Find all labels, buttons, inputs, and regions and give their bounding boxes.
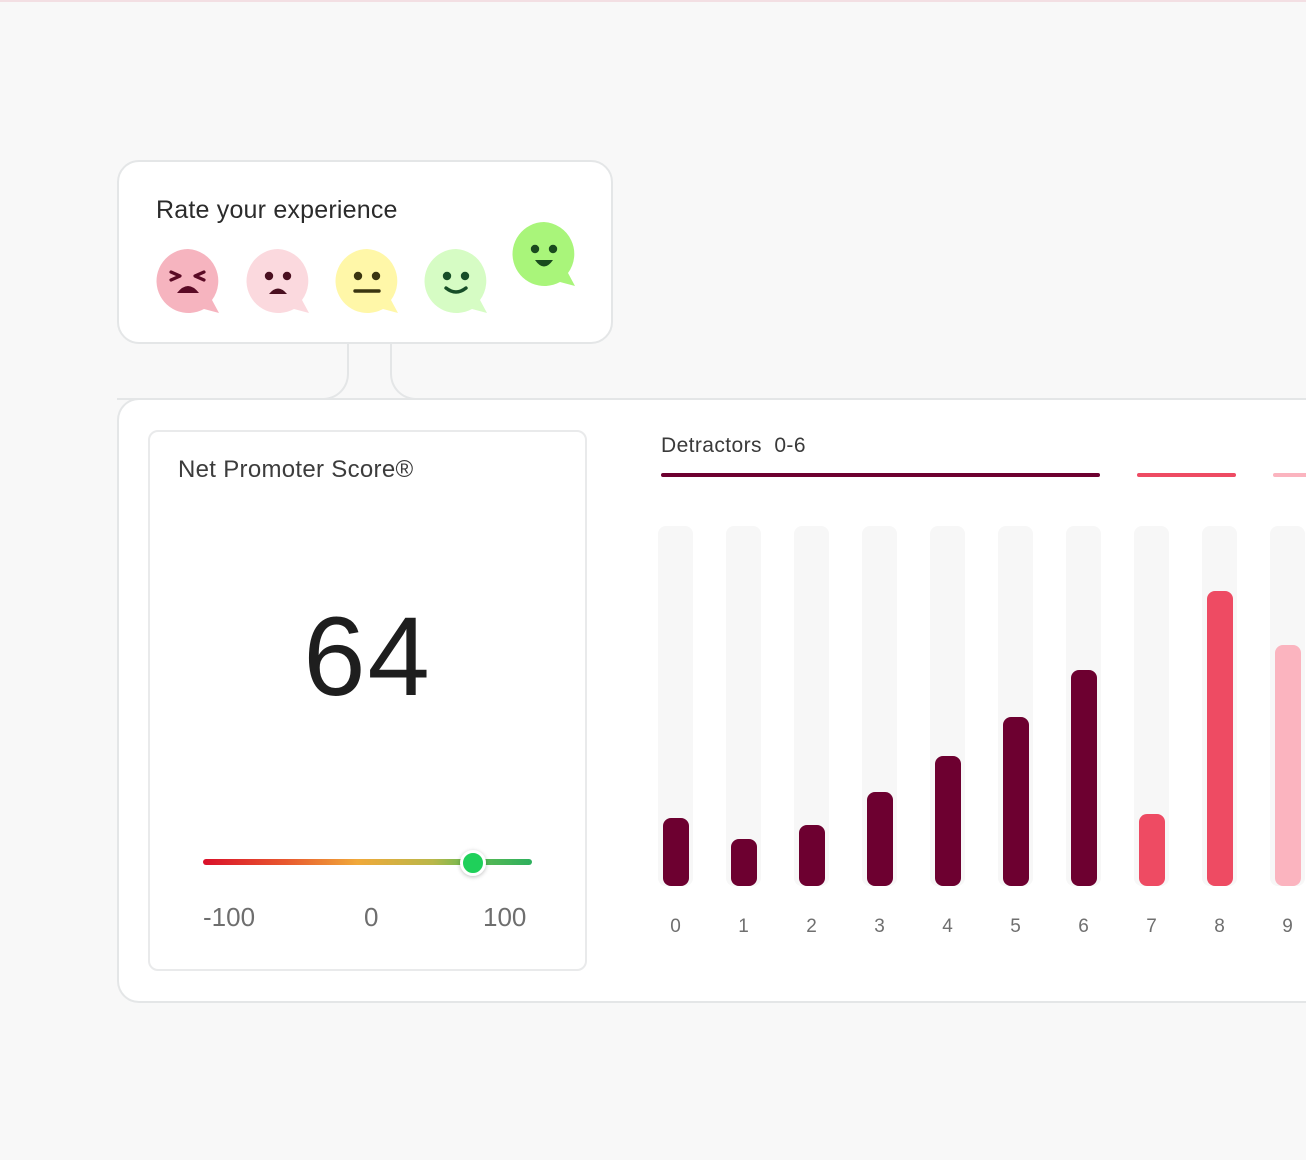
x-tick-label-6: 6 bbox=[1078, 916, 1089, 937]
top-divider bbox=[0, 0, 1306, 2]
nps-title: Net Promoter Score® bbox=[178, 456, 414, 483]
scale-max-label: 100 bbox=[483, 902, 527, 932]
slight-smile-face-icon bbox=[424, 249, 487, 313]
chart-title: Detractors 0-6 bbox=[661, 434, 806, 458]
rating-button-2[interactable] bbox=[245, 248, 311, 316]
x-tick-label-4: 4 bbox=[942, 916, 953, 937]
bar-score-4[interactable] bbox=[934, 756, 961, 886]
segment-line-passives[interactable] bbox=[1137, 473, 1236, 477]
nps-card: Net Promoter Score® 64 -100 0 100 bbox=[148, 430, 587, 971]
segment-range: 0-6 bbox=[774, 434, 806, 457]
nps-score: 64 bbox=[303, 594, 432, 719]
segment-line-promoters[interactable] bbox=[1273, 473, 1306, 477]
bar-score-9[interactable] bbox=[1274, 644, 1301, 886]
x-tick-label-5: 5 bbox=[1010, 916, 1021, 937]
x-tick-label-7: 7 bbox=[1146, 916, 1157, 937]
connector-left bbox=[117, 344, 349, 400]
bar-score-7[interactable] bbox=[1138, 814, 1165, 886]
bar-score-8[interactable] bbox=[1206, 590, 1233, 886]
segment-label: Detractors bbox=[661, 434, 762, 457]
rating-button-3[interactable] bbox=[334, 248, 400, 316]
x-tick-label-9: 9 bbox=[1282, 916, 1293, 937]
happy-face-icon bbox=[512, 222, 575, 286]
segment-line-detractors[interactable] bbox=[661, 473, 1100, 477]
rating-button-1[interactable] bbox=[155, 248, 221, 316]
nps-scale-track bbox=[203, 859, 532, 865]
bar-score-3[interactable] bbox=[866, 792, 893, 886]
x-tick-label-3: 3 bbox=[874, 916, 885, 937]
bar-score-1[interactable] bbox=[730, 839, 757, 886]
rating-button-4[interactable] bbox=[423, 248, 489, 316]
bar-score-0[interactable] bbox=[662, 817, 689, 886]
neutral-face-icon bbox=[335, 249, 398, 313]
sad-face-icon bbox=[246, 249, 309, 313]
nps-scale-knob[interactable] bbox=[459, 850, 486, 876]
x-tick-label-1: 1 bbox=[738, 916, 749, 937]
x-tick-label-8: 8 bbox=[1214, 916, 1225, 937]
angry-face-icon bbox=[156, 249, 219, 313]
connector-right bbox=[390, 344, 1306, 400]
bar-score-5[interactable] bbox=[1002, 716, 1029, 886]
bar-score-2[interactable] bbox=[798, 824, 825, 886]
rating-title: Rate your experience bbox=[156, 196, 398, 224]
x-tick-label-0: 0 bbox=[670, 916, 681, 937]
scale-min-label: -100 bbox=[203, 902, 256, 932]
scale-mid-label: 0 bbox=[364, 902, 379, 932]
x-tick-label-2: 2 bbox=[806, 916, 817, 937]
bar-track-1 bbox=[726, 526, 761, 886]
bar-score-6[interactable] bbox=[1070, 670, 1097, 886]
rating-button-5[interactable] bbox=[511, 221, 577, 289]
